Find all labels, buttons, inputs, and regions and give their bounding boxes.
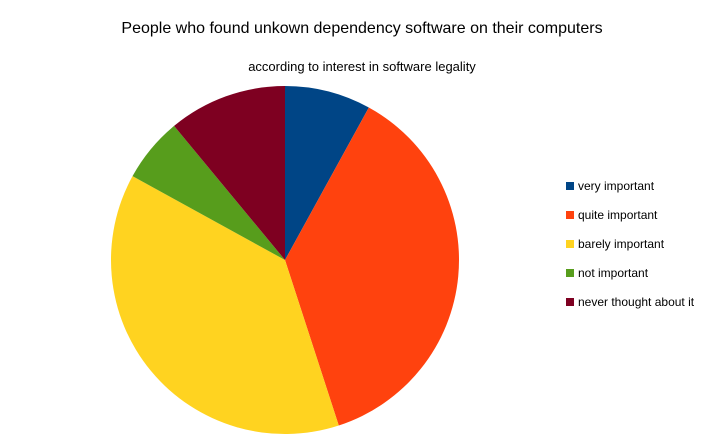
- pie-slice-very-important: [285, 86, 369, 260]
- pie-slice-never-thought-about-it: [174, 86, 285, 260]
- legend-swatch: [566, 269, 574, 277]
- pie-slice-not-important: [132, 125, 285, 261]
- chart-title: People who found unkown dependency softw…: [121, 20, 603, 37]
- legend-label: barely important: [578, 237, 665, 251]
- chart-subtitle: according to interest in software legali…: [248, 59, 476, 74]
- legend-item: very important: [566, 178, 706, 207]
- pie-slice-barely-important: [110, 176, 339, 434]
- legend-item: barely important: [566, 236, 706, 265]
- legend-item: quite important: [566, 207, 706, 236]
- legend-swatch: [566, 298, 574, 306]
- legend-swatch: [566, 240, 574, 248]
- legend: very important quite important barely impo…: [566, 178, 706, 323]
- legend-label: very important: [578, 179, 655, 193]
- legend-label: quite important: [578, 208, 658, 222]
- pie-slice-quite-important: [285, 107, 460, 426]
- legend-item: never thought about it: [566, 294, 706, 323]
- legend-swatch: [566, 211, 574, 219]
- legend-label: never thought about it: [578, 295, 695, 309]
- legend-swatch: [566, 182, 574, 190]
- legend-label: not important: [578, 266, 649, 280]
- legend-item: not important: [566, 265, 706, 294]
